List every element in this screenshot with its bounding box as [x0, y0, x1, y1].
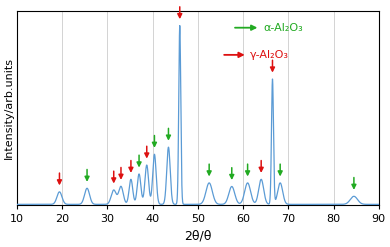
X-axis label: 2θ/θ: 2θ/θ	[184, 230, 211, 243]
Y-axis label: Intensity/arb.units: Intensity/arb.units	[4, 57, 14, 159]
Text: α-Al₂O₃: α-Al₂O₃	[235, 23, 303, 33]
Text: γ-Al₂O₃: γ-Al₂O₃	[224, 50, 289, 60]
